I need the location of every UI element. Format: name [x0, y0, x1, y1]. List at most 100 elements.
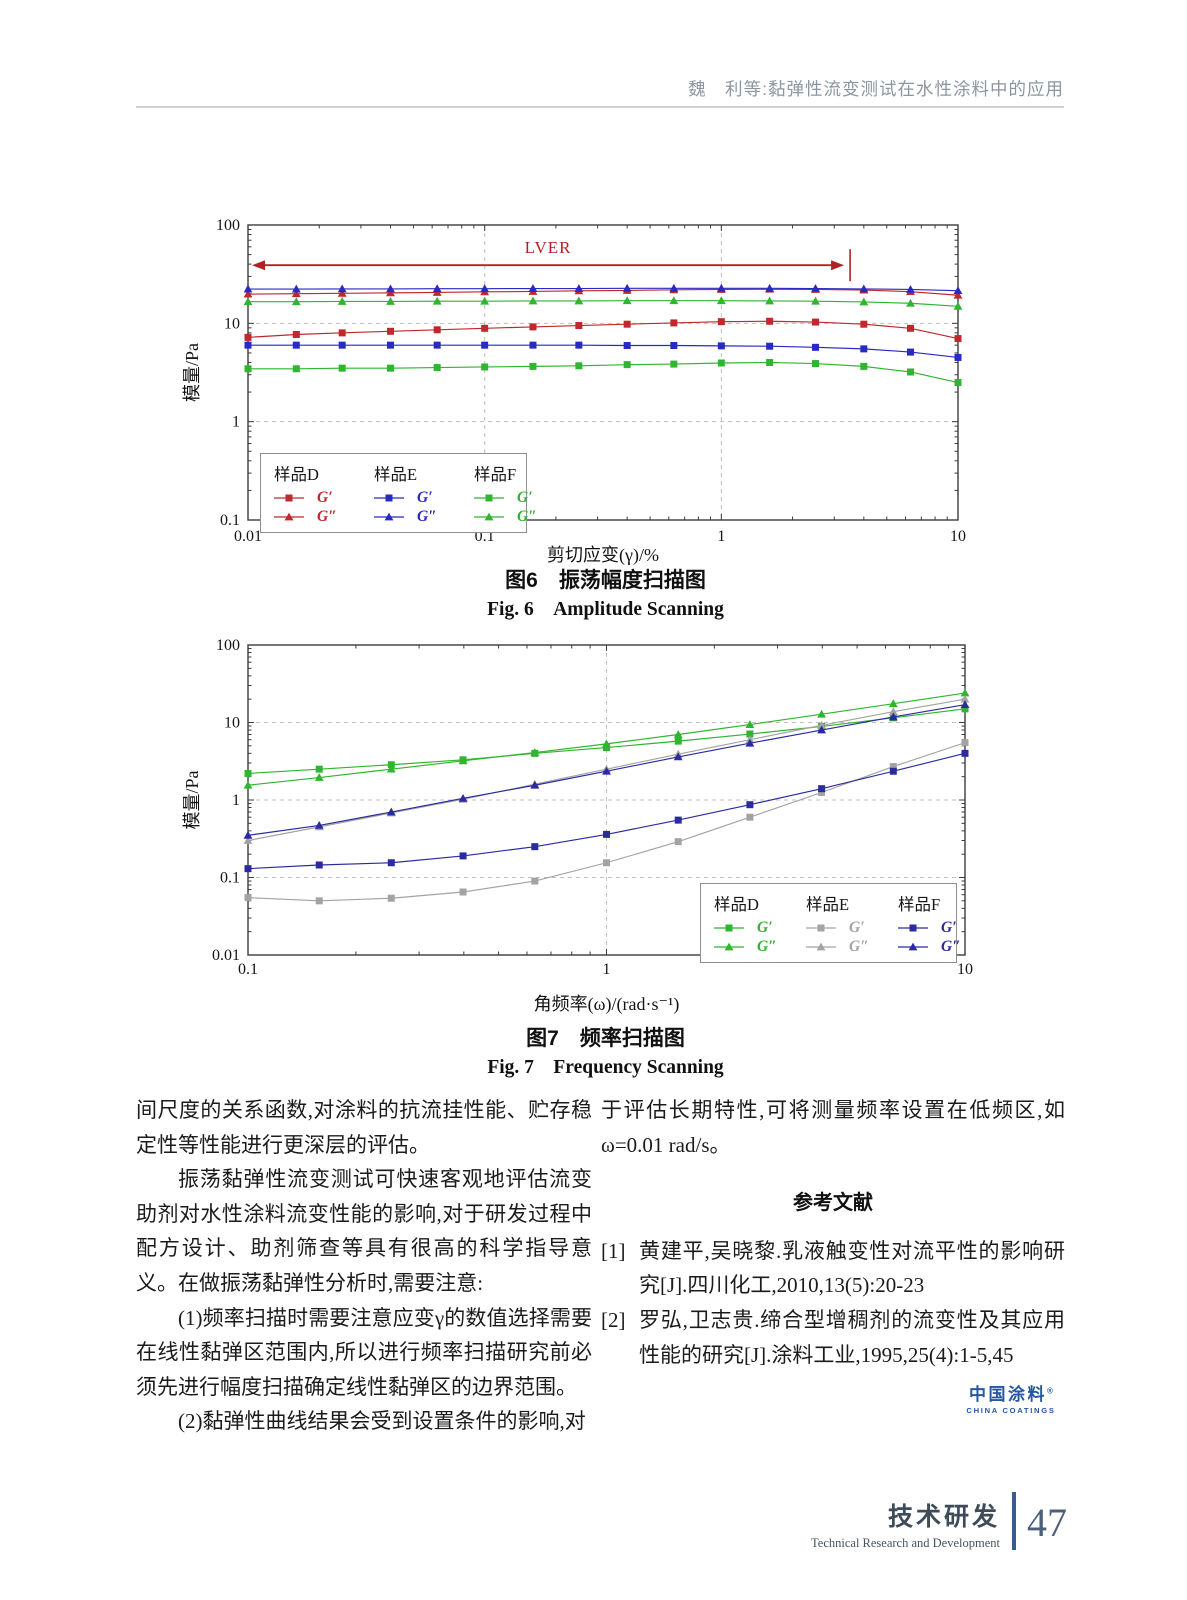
- svg-text:1: 1: [717, 528, 725, 545]
- gridlines: [248, 645, 965, 955]
- reference-number: [1]: [601, 1238, 626, 1263]
- reference-item: [1] 黄建平,吴晓黎.乳液触变性对流平性的影响研究[J].四川化工,2010,…: [601, 1234, 1065, 1303]
- square-marker-icon: [806, 924, 836, 931]
- legend-entry: G′: [806, 918, 898, 937]
- figure7-frequency-scan-chart: 0.1 1 10 0.01 0.1 1 10 100 角频率(ω)/(rad·s⁻¹) 模量/Pa…: [150, 618, 1030, 1028]
- reference-number: [2]: [601, 1307, 626, 1332]
- legend-entry-label: G″: [941, 937, 961, 955]
- legend-sample-title: 样品F: [474, 465, 517, 484]
- legend-entry: G′: [374, 488, 474, 507]
- x-axis-title: 角频率(ω)/(rad·s⁻¹): [534, 994, 680, 1015]
- y-axis-title: 模量/Pa: [182, 343, 202, 402]
- triangle-marker-icon: [898, 942, 928, 950]
- legend-entry: G″: [274, 507, 374, 526]
- legend-sample-title: 样品E: [806, 895, 850, 914]
- legend-entry: G″: [898, 937, 961, 956]
- figure6-caption-cn: 图6 振荡幅度扫描图: [505, 569, 706, 592]
- body-left-column: 间尺度的关系函数,对涂料的抗流挂性能、贮存稳定性等性能进行更深层的评估。 振荡黏…: [136, 1093, 592, 1439]
- legend-entry-label: G′: [757, 918, 773, 936]
- legend-entry: G′: [714, 918, 806, 937]
- svg-text:100: 100: [216, 637, 240, 654]
- footer-section-en: Technical Research and Development: [811, 1536, 1000, 1550]
- svg-text:0.1: 0.1: [220, 870, 240, 887]
- legend-entry-label: G″: [757, 937, 777, 955]
- legend-entry: G″: [374, 507, 474, 526]
- legend-sample-title: 样品D: [714, 895, 759, 914]
- svg-text:LVER: LVER: [525, 238, 572, 257]
- svg-text:0.1: 0.1: [238, 961, 258, 978]
- body-paragraph: (2)黏弹性曲线结果会受到设置条件的影响,对: [178, 1409, 586, 1434]
- svg-text:1: 1: [232, 414, 240, 431]
- series-样品D-G-prime: [244, 317, 962, 343]
- footer-section: 技术研发 Technical Research and Development: [796, 1492, 1000, 1551]
- footer-section-cn: 技术研发: [887, 1503, 1000, 1531]
- lver-annotation: LVER: [252, 238, 851, 282]
- body-right-column: 于评估长期特性,可将测量频率设置在低频区,如ω=0.01 rad/s。 参考文献…: [601, 1093, 1065, 1372]
- legend-entry-label: G′: [417, 488, 433, 506]
- legend-sample-title: 样品F: [898, 895, 941, 914]
- svg-text:1: 1: [603, 961, 611, 978]
- legend-sample-title: 样品D: [274, 465, 319, 484]
- gridlines: [248, 225, 958, 520]
- svg-text:10: 10: [950, 528, 966, 545]
- legend-entry: G′: [274, 488, 374, 507]
- body-paragraph: 振荡黏弹性流变测试可快速客观地评估流变助剂对水性涂料流变性能的影响,对于研发过程…: [136, 1167, 592, 1295]
- china-coatings-logo: 中国涂料® CHINA COATINGS: [955, 1380, 1067, 1415]
- series-样品E-G-double-prime: [243, 283, 963, 295]
- series-样品D-G-double-prime: [243, 284, 963, 299]
- square-marker-icon: [474, 494, 504, 501]
- series-样品F-G-double-prime: [243, 700, 970, 839]
- chart-legend: 样品D G′ G″ 样品E G′ G″ 样品F G′ G″: [700, 883, 961, 963]
- page-header-title: 魏 利等:黏弹性流变测试在水性涂料中的应用: [688, 79, 1064, 99]
- svg-text:10: 10: [957, 961, 973, 978]
- reference-item: [2] 罗弘,卫志贵.缔合型增稠剂的流变性及其应用性能的研究[J].涂料工业,1…: [601, 1303, 1065, 1372]
- body-paragraph: 于评估长期特性,可将测量频率设置在低频区,如ω=0.01 rad/s。: [601, 1098, 1065, 1157]
- triangle-marker-icon: [806, 942, 836, 950]
- references-heading: 参考文献: [793, 1192, 873, 1215]
- figure7-caption-en: Fig. 7 Frequency Scanning: [487, 1057, 724, 1078]
- legend-entry: G′: [898, 918, 957, 937]
- logo-cn-text: 中国涂料®: [969, 1385, 1053, 1404]
- reference-text: 罗弘,卫志贵.缔合型增稠剂的流变性及其应用性能的研究[J].涂料工业,1995,…: [639, 1307, 1065, 1367]
- svg-text:0.1: 0.1: [220, 512, 240, 529]
- square-marker-icon: [274, 494, 304, 501]
- svg-text:10: 10: [224, 715, 240, 732]
- svg-text:10: 10: [224, 315, 240, 332]
- legend-entry: G″: [474, 507, 537, 526]
- legend-entry: G″: [714, 937, 806, 956]
- legend-entry-label: G″: [417, 507, 437, 525]
- legend-entry-label: G″: [849, 937, 869, 955]
- svg-text:100: 100: [216, 217, 240, 234]
- footer-divider-bar: [1012, 1492, 1016, 1550]
- body-paragraph: 间尺度的关系函数,对涂料的抗流挂性能、贮存稳定性等性能进行更深层的评估。: [136, 1098, 592, 1157]
- series-样品E-G-prime: [244, 341, 962, 361]
- triangle-marker-icon: [714, 942, 744, 950]
- legend-entry-label: G′: [317, 488, 333, 506]
- svg-text:1: 1: [232, 792, 240, 809]
- svg-text:0.01: 0.01: [234, 528, 262, 545]
- square-marker-icon: [898, 924, 928, 931]
- header-rule: [136, 106, 1064, 108]
- series-样品F-G-prime: [244, 358, 962, 387]
- legend-entry: G′: [474, 488, 533, 507]
- y-axis-title: 模量/Pa: [182, 770, 202, 829]
- triangle-marker-icon: [474, 512, 504, 520]
- series-样品E-G-prime: [244, 739, 969, 905]
- legend-sample-title: 样品E: [374, 465, 418, 484]
- legend-entry-label: G′: [517, 488, 533, 506]
- figure6-caption-en: Fig. 6 Amplitude Scanning: [487, 599, 724, 620]
- body-paragraph: (1)频率扫描时需要注意应变γ的数值选择需要在线性黏弹区范围内,所以进行频率扫描…: [136, 1305, 592, 1399]
- figure6-amplitude-scan-chart: 0.01 0.1 1 10 0.1 1 10 100 LVER 剪切应变(γ)/% 模量/Pa 样品D…: [150, 195, 1030, 605]
- page-number: 47: [1027, 1500, 1067, 1545]
- legend-entry-label: G″: [517, 507, 537, 525]
- series-样品F-G-prime: [244, 749, 969, 873]
- figure7-caption-cn: 图7 频率扫描图: [526, 1027, 685, 1050]
- x-axis-title: 剪切应变(γ)/%: [547, 545, 659, 566]
- page-footer: 技术研发 Technical Research and Development …: [796, 1492, 1067, 1551]
- series-样品D-G-double-prime: [243, 688, 970, 789]
- legend-entry-label: G″: [317, 507, 337, 525]
- chart-legend: 样品D G′ G″ 样品E G′ G″ 样品F G′ G″: [260, 453, 537, 533]
